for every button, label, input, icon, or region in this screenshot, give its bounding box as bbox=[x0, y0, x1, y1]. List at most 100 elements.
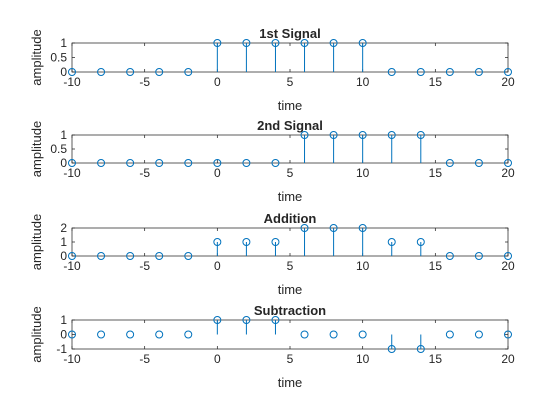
stem-marker bbox=[358, 39, 367, 47]
x-tick-label: 20 bbox=[501, 352, 515, 366]
x-tick-label: -10 bbox=[63, 75, 81, 89]
stem-marker bbox=[271, 39, 280, 47]
stem-marker bbox=[416, 68, 425, 76]
x-axis-label: time bbox=[278, 189, 303, 204]
stem-marker bbox=[97, 252, 106, 260]
stem-marker bbox=[445, 252, 454, 260]
stem-marker bbox=[445, 330, 454, 339]
stem-marker bbox=[474, 68, 483, 76]
axes-box bbox=[71, 134, 509, 164]
stem-marker bbox=[68, 68, 76, 76]
y-tick-label: 1 bbox=[60, 128, 67, 142]
stem-marker bbox=[242, 316, 251, 324]
stem-marker bbox=[155, 68, 164, 76]
stem-point bbox=[300, 131, 309, 163]
stem-point bbox=[300, 224, 309, 256]
stem-marker bbox=[184, 159, 193, 167]
stem-point bbox=[155, 68, 164, 76]
stem-marker bbox=[155, 159, 164, 167]
stem-marker bbox=[155, 330, 164, 339]
x-tick-label: 0 bbox=[214, 166, 221, 180]
stem-marker bbox=[300, 224, 309, 232]
stem-point bbox=[126, 252, 135, 260]
stem-point bbox=[416, 68, 425, 76]
x-tick-label: -10 bbox=[63, 166, 81, 180]
y-tick-label: 1 bbox=[60, 313, 67, 327]
stem-point bbox=[155, 252, 164, 260]
stem-marker bbox=[68, 159, 76, 167]
stem-point bbox=[445, 159, 454, 167]
x-tick-label: 10 bbox=[356, 259, 370, 273]
stem-marker bbox=[329, 39, 338, 47]
stem-marker bbox=[242, 238, 251, 246]
stem-point bbox=[68, 159, 76, 167]
x-axis-label: time bbox=[278, 282, 303, 297]
stem-point bbox=[68, 252, 76, 260]
axes-box bbox=[71, 319, 509, 350]
stem-marker bbox=[213, 316, 222, 324]
stem-point bbox=[387, 131, 396, 163]
axes-box bbox=[71, 227, 509, 257]
y-tick-label: 0.5 bbox=[50, 51, 67, 65]
stem-point bbox=[271, 159, 280, 167]
x-tick-label: -5 bbox=[139, 352, 150, 366]
x-tick-label: 0 bbox=[214, 352, 221, 366]
x-tick-label: 0 bbox=[214, 259, 221, 273]
y-axis-label: amplitude bbox=[29, 214, 44, 270]
stem-marker bbox=[242, 159, 251, 167]
stem-marker bbox=[474, 252, 483, 260]
stem-point bbox=[474, 330, 483, 339]
stem-marker bbox=[97, 159, 106, 167]
x-tick-label: 10 bbox=[356, 352, 370, 366]
stem-point bbox=[416, 131, 425, 163]
x-tick-label: 0 bbox=[214, 75, 221, 89]
stem-point bbox=[126, 68, 135, 76]
stem-marker bbox=[97, 68, 106, 76]
stem-point bbox=[242, 39, 251, 72]
stem-point bbox=[242, 316, 251, 335]
stem-point bbox=[300, 330, 309, 339]
stem-point bbox=[155, 159, 164, 167]
stem-point bbox=[300, 39, 309, 72]
stem-marker bbox=[387, 68, 396, 76]
stem-marker bbox=[504, 330, 512, 339]
stem-point bbox=[184, 159, 193, 167]
stem-marker bbox=[213, 238, 222, 246]
stem-marker bbox=[184, 330, 193, 339]
stem-point bbox=[358, 131, 367, 163]
stem-point bbox=[504, 330, 512, 339]
x-tick-label: 20 bbox=[501, 259, 515, 273]
stem-marker bbox=[474, 330, 483, 339]
stem-point bbox=[416, 334, 425, 353]
subplot-title: Addition bbox=[264, 211, 317, 226]
y-axis-label: amplitude bbox=[29, 29, 44, 85]
y-tick-label: 1 bbox=[60, 235, 67, 249]
stem-marker bbox=[329, 131, 338, 139]
stem-marker bbox=[358, 224, 367, 232]
y-tick-label: 0.5 bbox=[50, 142, 67, 156]
x-tick-label: 15 bbox=[429, 352, 443, 366]
x-tick-label: 5 bbox=[287, 352, 294, 366]
stem-marker bbox=[68, 330, 76, 339]
x-tick-label: -5 bbox=[139, 166, 150, 180]
stem-point bbox=[416, 238, 425, 256]
x-tick-label: 15 bbox=[429, 259, 443, 273]
stem-marker bbox=[126, 330, 135, 339]
x-tick-label: -10 bbox=[63, 259, 81, 273]
stem-marker bbox=[155, 252, 164, 260]
stem-marker bbox=[213, 39, 222, 47]
stem-point bbox=[242, 238, 251, 256]
stem-point bbox=[329, 224, 338, 256]
subplot-title: 2nd Signal bbox=[257, 118, 323, 133]
stem-marker bbox=[271, 316, 280, 324]
stem-marker bbox=[300, 39, 309, 47]
x-tick-label: 10 bbox=[356, 166, 370, 180]
stem-point bbox=[97, 330, 106, 339]
stem-marker bbox=[213, 159, 222, 167]
stem-point bbox=[358, 330, 367, 339]
x-tick-label: 5 bbox=[287, 75, 294, 89]
y-tick-label: -1 bbox=[56, 342, 67, 356]
stem-point bbox=[97, 159, 106, 167]
